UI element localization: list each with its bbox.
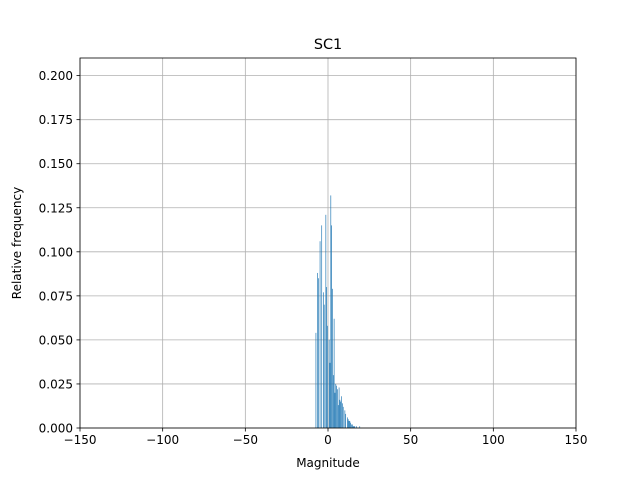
chart-title: SC1 [314, 37, 342, 53]
histogram-bar [348, 420, 350, 428]
y-tick-label: 0.150 [39, 157, 73, 171]
histogram-bar [333, 318, 335, 428]
histogram-bar [350, 422, 351, 428]
histogram-bar [330, 195, 332, 428]
y-tick-label: 0.175 [39, 113, 73, 127]
histogram-bar [335, 383, 337, 428]
x-tick-label: 100 [482, 433, 505, 447]
x-tick-label: −100 [146, 433, 179, 447]
histogram-bar [336, 385, 337, 428]
histogram-bar [328, 339, 330, 428]
histogram-bar [326, 287, 328, 428]
histogram-bar [315, 332, 317, 428]
histogram-bar [342, 406, 344, 428]
y-tick-label: 0.050 [39, 333, 73, 347]
histogram-bar [339, 399, 341, 428]
histogram-bar [317, 272, 318, 428]
x-axis-ticks: −150 −100 −50 0 50 100 150 [64, 428, 588, 447]
histogram-bar [356, 426, 357, 428]
x-tick-label: −50 [233, 433, 258, 447]
histogram-bar [318, 278, 319, 428]
histogram-bar [353, 426, 355, 428]
histogram-bar [347, 419, 349, 428]
histogram-bar [327, 325, 328, 428]
x-tick-label: 50 [403, 433, 418, 447]
histogram-bar [347, 417, 348, 428]
histogram-bar [323, 292, 324, 428]
y-axis-ticks: 0.000 0.025 0.050 0.075 0.100 0.125 0.150 0.175… [39, 69, 80, 436]
histogram-bar [359, 426, 361, 428]
histogram-bar [354, 426, 356, 428]
y-tick-label: 0.200 [39, 69, 73, 83]
histogram-bars [315, 195, 361, 428]
x-tick-label: 150 [565, 433, 588, 447]
y-tick-label: 0.100 [39, 245, 73, 259]
histogram-bar [337, 405, 339, 428]
histogram-bar [344, 410, 346, 428]
histogram-bar [332, 375, 334, 428]
histogram-bar [351, 424, 353, 428]
histogram-bar [351, 424, 352, 428]
y-tick-label: 0.000 [39, 422, 73, 436]
x-tick-label: −150 [64, 433, 97, 447]
histogram-bar [334, 392, 336, 428]
histogram-bar [349, 420, 351, 428]
histogram-bar [323, 304, 325, 428]
histogram-bar [337, 389, 338, 428]
histogram-bar [341, 396, 342, 428]
y-tick-label: 0.075 [39, 289, 73, 303]
histogram-bar [319, 241, 321, 428]
histogram-bar [345, 413, 347, 428]
histogram-bar [332, 288, 333, 428]
histogram-bar [325, 214, 327, 428]
y-tick-label: 0.025 [39, 377, 73, 391]
histogram-bar [329, 362, 331, 428]
histogram-bar [338, 387, 340, 428]
histogram-bar [342, 403, 343, 428]
histogram-bar [340, 401, 342, 428]
y-tick-label: 0.125 [39, 201, 73, 215]
histogram-bar [352, 426, 354, 428]
y-axis-label: Relative frequency [10, 187, 24, 299]
histogram-bar [331, 225, 332, 428]
histogram-bar [321, 225, 323, 428]
x-axis-label: Magnitude [296, 456, 360, 470]
x-tick-label: 0 [324, 433, 332, 447]
